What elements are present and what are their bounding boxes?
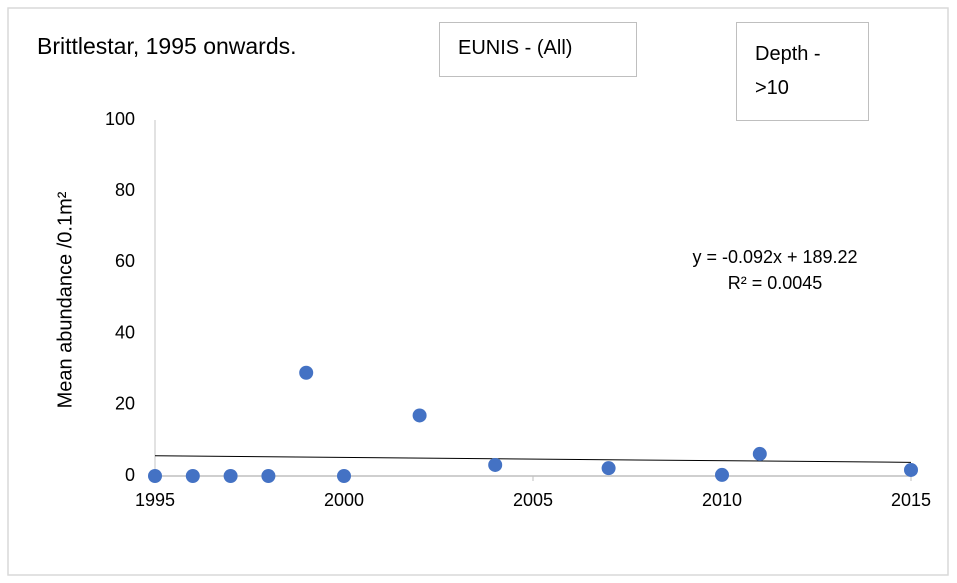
- y-tick-label: 60: [115, 251, 135, 271]
- y-tick-label: 20: [115, 394, 135, 414]
- y-tick-label: 40: [115, 322, 135, 342]
- x-tick-label: 2015: [891, 490, 931, 510]
- data-point: [148, 469, 162, 483]
- filter-box: Depth - >10: [736, 22, 869, 121]
- data-point: [412, 408, 427, 423]
- y-tick-label: 0: [125, 465, 135, 485]
- filter-box: EUNIS - (All): [439, 22, 637, 77]
- data-point: [488, 457, 503, 472]
- y-axis-label: Mean abundance /0.1m²: [54, 191, 76, 408]
- trendline: [154, 455, 912, 463]
- data-point: [261, 469, 276, 483]
- data-point: [715, 467, 729, 482]
- trend-r2: R² = 0.0045: [728, 273, 823, 293]
- chart-title: Brittlestar, 1995 onwards.: [37, 33, 297, 59]
- data-point: [337, 469, 351, 483]
- data-point: [904, 462, 918, 477]
- x-tick-label: 1995: [135, 490, 175, 510]
- data-point: [752, 446, 767, 461]
- data-point: [299, 365, 314, 380]
- data-point: [601, 461, 616, 476]
- x-tick-label: 2000: [324, 490, 364, 510]
- x-tick-label: 2010: [702, 490, 742, 510]
- y-tick-label: 100: [105, 109, 135, 129]
- x-tick-label: 2005: [513, 490, 553, 510]
- trend-equation: y = -0.092x + 189.22: [692, 247, 857, 267]
- y-tick-label: 80: [115, 180, 135, 200]
- data-point: [185, 469, 200, 483]
- data-point: [223, 469, 238, 483]
